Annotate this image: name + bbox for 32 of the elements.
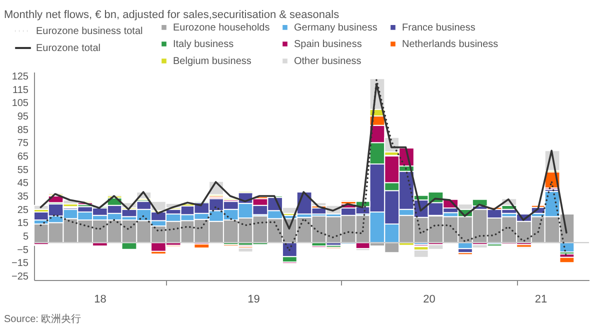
y-tick-label: −15 (12, 258, 29, 270)
legend-label: Italy business (173, 39, 234, 50)
y-tick-label: 35 (17, 192, 29, 202)
y-tick-label: 85 (17, 124, 29, 136)
x-tick-label: 20 (423, 294, 436, 306)
x-tick-label: 19 (248, 294, 260, 306)
legend-label: France business (402, 22, 476, 34)
y-tick-label: 5 (22, 232, 29, 242)
chart-title: Monthly net flows, € bn, adjusted for sales,securitisation & seasonals (4, 9, 340, 21)
x-tick-label: 18 (94, 294, 106, 306)
y-tick-label: 55 (17, 164, 29, 176)
y-tick-label: 115 (12, 84, 29, 96)
y-tick-label: 25 (17, 204, 29, 216)
legend-label: Eurozone business total (36, 26, 143, 37)
y-tick-label: 45 (17, 178, 29, 190)
y-tick-label: 15 (17, 218, 29, 230)
y-tick-label: 105 (12, 98, 29, 110)
y-tick-label: −5 (17, 244, 29, 256)
y-tick-label: 65 (17, 152, 29, 162)
y-tick-label: −25 (12, 272, 29, 282)
y-tick-label: 75 (17, 138, 29, 150)
legend-label: Eurozone total (36, 43, 100, 54)
legend-label: Netherlands business (402, 39, 498, 50)
source-note: Source: 欧洲央行 (4, 312, 82, 326)
legend-label: Eurozone households (173, 22, 270, 34)
y-tick-label: 95 (17, 112, 29, 122)
legend-label: Belgium business (173, 56, 252, 67)
legend-label: Spain business (294, 39, 362, 50)
legend-label: Other business (294, 56, 362, 67)
legend-label: Germany business (294, 22, 378, 34)
x-tick-label: 21 (534, 294, 548, 306)
y-tick-label: 125 (12, 72, 29, 82)
